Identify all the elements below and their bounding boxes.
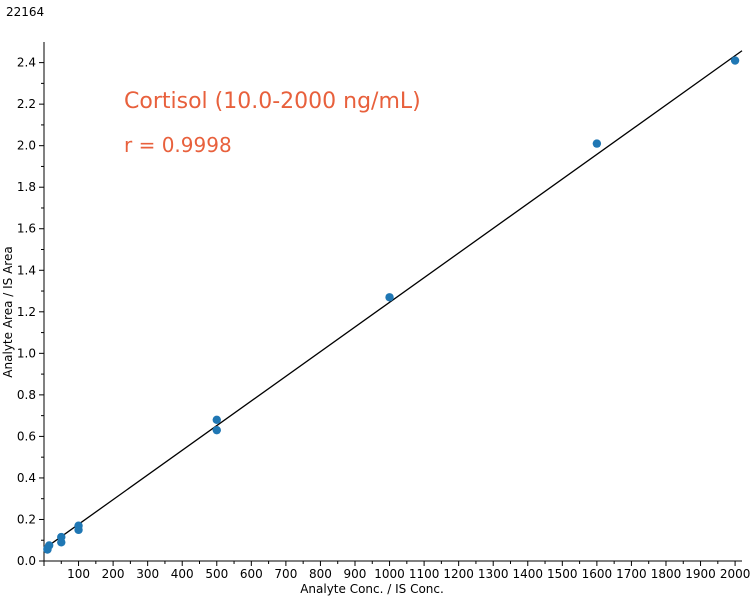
- x-tick-label: 500: [205, 567, 228, 581]
- x-tick-label: 1100: [409, 567, 440, 581]
- annotation-title: Cortisol (10.0-2000 ng/mL): [124, 89, 421, 114]
- x-tick-label: 1800: [651, 567, 682, 581]
- y-tick-label: 1.6: [17, 222, 36, 236]
- data-point: [212, 415, 221, 424]
- y-tick-label: 2.0: [17, 139, 36, 153]
- data-point: [74, 521, 83, 530]
- data-point: [592, 139, 602, 148]
- x-tick-label: 1300: [478, 567, 509, 581]
- corner-id: 22164: [6, 5, 44, 19]
- data-point: [57, 532, 66, 542]
- x-tick-label: 600: [240, 567, 263, 581]
- x-tick-label: 300: [136, 567, 159, 581]
- x-tick-label: 1000: [374, 567, 405, 581]
- x-tick-label: 400: [171, 567, 194, 581]
- x-tick-label: 1900: [685, 567, 716, 581]
- regression-line: [43, 50, 743, 550]
- x-tick-label: 800: [309, 567, 332, 581]
- x-tick-label: 200: [102, 567, 125, 581]
- y-tick-label: 1.2: [17, 305, 36, 319]
- x-tick-label: 1600: [582, 567, 613, 581]
- data-point: [44, 541, 54, 550]
- data-point: [730, 56, 740, 65]
- x-tick-label: 1700: [616, 567, 647, 581]
- axes: [43, 42, 742, 562]
- x-tick-label: 900: [344, 567, 367, 581]
- data-point: [385, 293, 394, 302]
- annotation-r-value: r = 0.9998: [124, 133, 232, 157]
- y-tick-label: 0.4: [17, 471, 36, 485]
- x-tick-label: 2000: [720, 567, 750, 581]
- x-tick-label: 1500: [547, 567, 578, 581]
- y-tick-label: 2.2: [17, 97, 36, 111]
- y-tick-label: 1.0: [17, 346, 36, 360]
- y-tick-label: 0.8: [17, 388, 36, 402]
- x-axis-ticks: 100 200 300 400 500 600 700 800 900 1000 1100 1200 1…: [43, 561, 750, 581]
- data-point: [212, 425, 221, 435]
- y-axis-ticks: 0.0 0.2 0.4 0.6 0.8 1.0 1.2 1.4 1.6 1.8 2.0 2.2 2.4: [17, 56, 44, 568]
- x-tick-label: 1200: [443, 567, 474, 581]
- x-tick-label: 700: [274, 567, 297, 581]
- y-tick-label: 0.2: [17, 512, 36, 526]
- y-tick-label: 0.6: [17, 429, 36, 443]
- y-axis-title: Analyte Area / IS Area: [1, 246, 15, 377]
- x-tick-label: 1400: [512, 567, 543, 581]
- x-axis-title: Analyte Conc. / IS Conc.: [300, 582, 444, 596]
- y-tick-label: 2.4: [17, 56, 36, 70]
- data-points: [43, 56, 740, 554]
- y-tick-label: 1.8: [17, 180, 36, 194]
- y-tick-label: 1.4: [17, 263, 36, 277]
- x-tick-label: 100: [67, 567, 90, 581]
- y-tick-label: 0.0: [17, 554, 36, 568]
